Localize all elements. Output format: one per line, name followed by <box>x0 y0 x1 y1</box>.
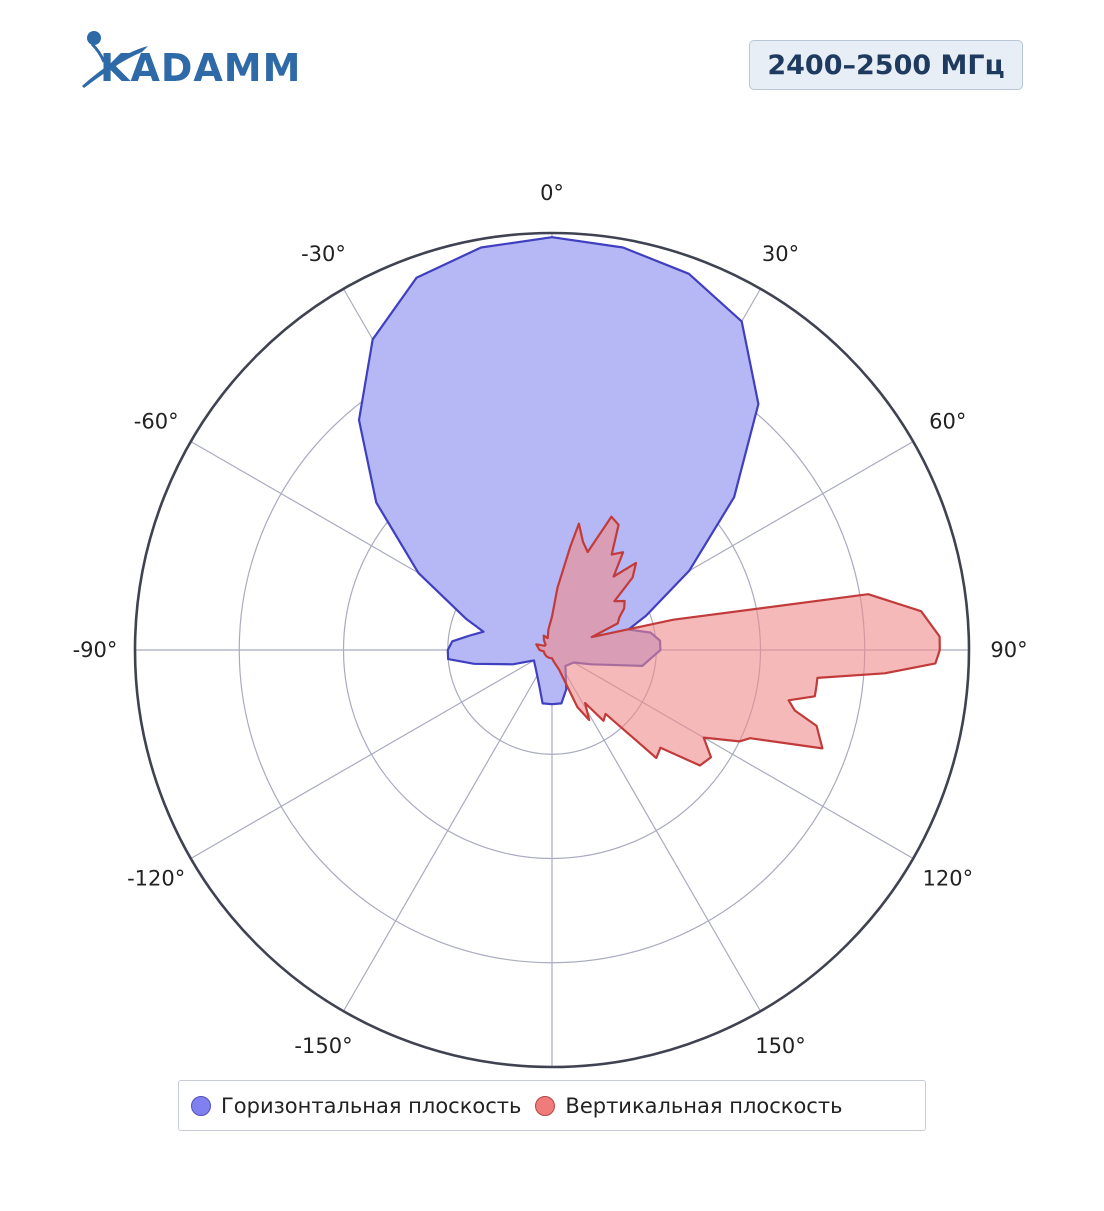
legend-label-vertical: Вертикальная плоскость <box>565 1093 843 1118</box>
outer-ring <box>133 231 971 1069</box>
logo-dot <box>87 31 101 45</box>
logo-swoosh <box>82 46 148 88</box>
legend-swatch-vertical <box>535 1095 556 1116</box>
tick-label: 90° <box>990 638 1027 662</box>
angular-tick-labels: 0° 30° 60° 90° 120° 150° -30° -60° -90° -120° -150… <box>73 181 1028 1058</box>
tick-label: 0° <box>540 181 564 205</box>
tick-label: -90° <box>73 638 118 662</box>
frequency-badge: 2400–2500 МГц <box>749 40 1023 90</box>
legend: Горизонтальная плоскость Вертикальная пл… <box>178 1080 926 1131</box>
logo-wordmark: KADAMM <box>100 46 302 90</box>
tick-label: -150° <box>294 1034 352 1058</box>
legend-label-horizontal: Горизонтальная плоскость <box>221 1093 522 1118</box>
tick-label: 150° <box>755 1034 806 1058</box>
tick-label: 120° <box>923 867 974 891</box>
tick-label: 30° <box>762 242 799 266</box>
series-layer <box>357 236 941 767</box>
legend-item-vertical[interactable]: Вертикальная плоскость <box>535 1094 842 1118</box>
tick-label: -120° <box>127 867 185 891</box>
series-1-area <box>535 515 941 767</box>
kadamm-logo <box>82 31 148 88</box>
tick-label: 60° <box>929 410 966 434</box>
legend-item-horizontal[interactable]: Горизонтальная плоскость <box>191 1094 521 1118</box>
series-0-area <box>357 236 760 706</box>
tick-label: -30° <box>301 242 346 266</box>
legend-swatch-horizontal <box>191 1095 211 1116</box>
tick-label: -60° <box>134 410 179 434</box>
logo-tail <box>90 42 106 63</box>
outer-boundary <box>133 231 971 1069</box>
